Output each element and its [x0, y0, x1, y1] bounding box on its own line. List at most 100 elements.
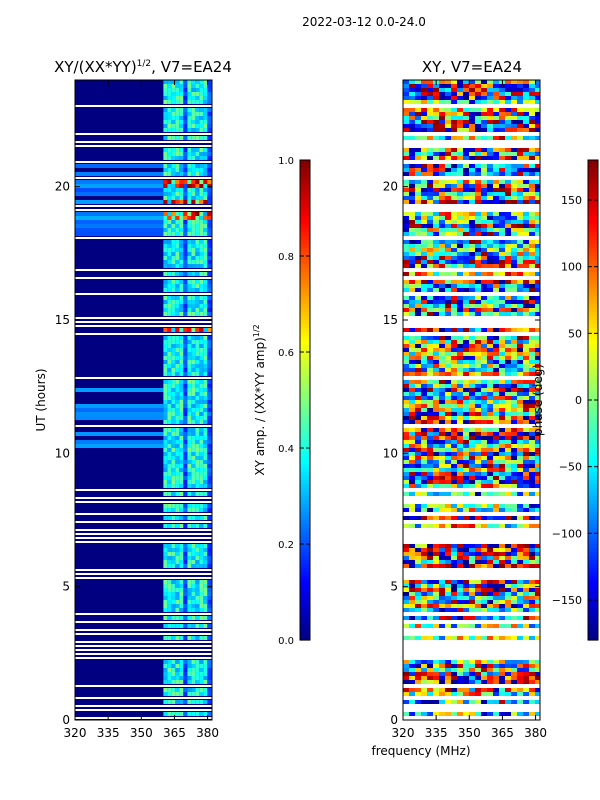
phase-heatmap-cell	[511, 608, 517, 612]
phase-heatmap-cell	[529, 112, 535, 116]
phase-heatmap-cell	[511, 616, 517, 620]
phase-heatmap-cell	[523, 452, 529, 456]
phase-heatmap-cell	[517, 548, 523, 552]
phase-heatmap-cell	[523, 192, 529, 196]
amp-heatmap-cell	[179, 464, 184, 468]
phase-heatmap-cell	[481, 264, 487, 268]
phase-heatmap-cell	[427, 260, 433, 264]
amp-heatmap-cell	[183, 624, 188, 628]
amp-heatmap-cell	[179, 152, 184, 156]
amp-heatmap-cell	[199, 460, 204, 464]
amp-heatmap-cell	[179, 680, 184, 684]
phase-heatmap-cell	[487, 96, 493, 100]
phase-heatmap-cell	[427, 364, 433, 368]
amp-heatmap-cell	[167, 172, 172, 176]
amp-heatmap-cell	[163, 460, 168, 464]
phase-heatmap-cell	[499, 356, 505, 360]
phase-heatmap-cell	[463, 184, 469, 188]
phase-heatmap-cell	[415, 240, 421, 244]
phase-heatmap-cell	[517, 272, 523, 276]
phase-heatmap-cell	[439, 192, 445, 196]
phase-heatmap-cell	[439, 660, 445, 664]
phase-heatmap-cell	[493, 200, 499, 204]
phase-heatmap-cell	[439, 476, 445, 480]
phase-heatmap-cell	[511, 456, 517, 460]
phase-heatmap-cell	[433, 668, 439, 672]
amp-heatmap-cell	[175, 400, 180, 404]
amp-heatmap-cell	[207, 252, 212, 256]
amp-colorbar-step	[300, 356, 310, 361]
amp-heatmap-cell	[171, 700, 176, 704]
phase-heatmap-cell	[433, 636, 439, 640]
phase-heatmap-cell	[499, 432, 505, 436]
amp-heatmap-cell	[191, 588, 196, 592]
amp-colorbar-frame	[299, 159, 311, 641]
amp-colorbar-step	[300, 392, 310, 397]
phase-heatmap-cell	[433, 244, 439, 248]
phase-heatmap-cell	[421, 148, 427, 152]
amp-heatmap-cell	[203, 688, 208, 692]
amp-heatmap-cell	[207, 256, 212, 260]
phase-heatmap-cell	[451, 260, 457, 264]
phase-heatmap-cell	[517, 408, 523, 412]
amp-heatmap-cell	[195, 212, 200, 216]
phase-heatmap-cell	[487, 564, 493, 568]
phase-heatmap-cell	[493, 596, 499, 600]
amp-heatmap-cell	[199, 456, 204, 460]
amp-heatmap-cell	[171, 592, 176, 596]
amp-heatmap-cell	[199, 404, 204, 408]
phase-heatmap-cell	[427, 288, 433, 292]
phase-heatmap-cell	[433, 596, 439, 600]
amp-heatmap-cell	[163, 504, 168, 508]
phase-colorbar-step	[588, 620, 598, 625]
amp-heatmap-cell	[187, 108, 192, 112]
phase-heatmap-cell	[403, 616, 409, 620]
amp-heatmap-cell	[179, 240, 184, 244]
phase-heatmap-cell	[439, 516, 445, 520]
phase-heatmap-cell	[415, 664, 421, 668]
amp-heatmap-cell	[191, 676, 196, 680]
phase-heatmap-cell	[403, 348, 409, 352]
phase-heatmap-cell	[493, 220, 499, 224]
phase-heatmap-cell	[427, 252, 433, 256]
phase-heatmap-cell	[475, 124, 481, 128]
amp-heatmap-cell	[187, 368, 192, 372]
amp-heatmap-cell	[203, 172, 208, 176]
phase-heatmap-cell	[505, 360, 511, 364]
phase-heatmap-cell	[403, 604, 409, 608]
phase-colorbar-step	[588, 580, 598, 585]
amp-heatmap-cell	[199, 432, 204, 436]
phase-heatmap-cell	[457, 508, 463, 512]
phase-heatmap-cell	[505, 476, 511, 480]
phase-heatmap-cell	[499, 188, 505, 192]
phase-heatmap-cell	[475, 548, 481, 552]
amp-colorbar-step	[300, 312, 310, 317]
amp-heatmap-cell	[175, 680, 180, 684]
amp-heatmap-cell	[163, 456, 168, 460]
amp-heatmap-cell	[203, 600, 208, 604]
amp-heatmap-cell	[199, 624, 204, 628]
phase-heatmap-cell	[421, 352, 427, 356]
phase-heatmap-cell	[439, 420, 445, 424]
phase-heatmap-cell	[535, 516, 540, 520]
phase-colorbar-step	[588, 204, 598, 209]
amp-heatmap-cell	[199, 164, 204, 168]
phase-heatmap-cell	[493, 468, 499, 472]
phase-heatmap-cell	[505, 492, 511, 496]
amp-heatmap-cell	[187, 440, 192, 444]
amp-heatmap-cell	[207, 492, 212, 496]
phase-heatmap-cell	[421, 564, 427, 568]
amp-colorbar-step	[300, 576, 310, 581]
phase-colorbar-step	[588, 440, 598, 445]
phase-heatmap-cell	[421, 624, 427, 628]
phase-heatmap-cell	[433, 120, 439, 124]
phase-heatmap-cell	[487, 308, 493, 312]
phase-heatmap-cell	[493, 524, 499, 528]
amp-heatmap-cell	[171, 472, 176, 476]
amp-heatmap-cell	[171, 428, 176, 432]
phase-heatmap-cell	[463, 468, 469, 472]
phase-heatmap-cell	[421, 272, 427, 276]
phase-heatmap-cell	[427, 428, 433, 432]
amp-heatmap-cell	[167, 120, 172, 124]
phase-heatmap-cell	[511, 420, 517, 424]
